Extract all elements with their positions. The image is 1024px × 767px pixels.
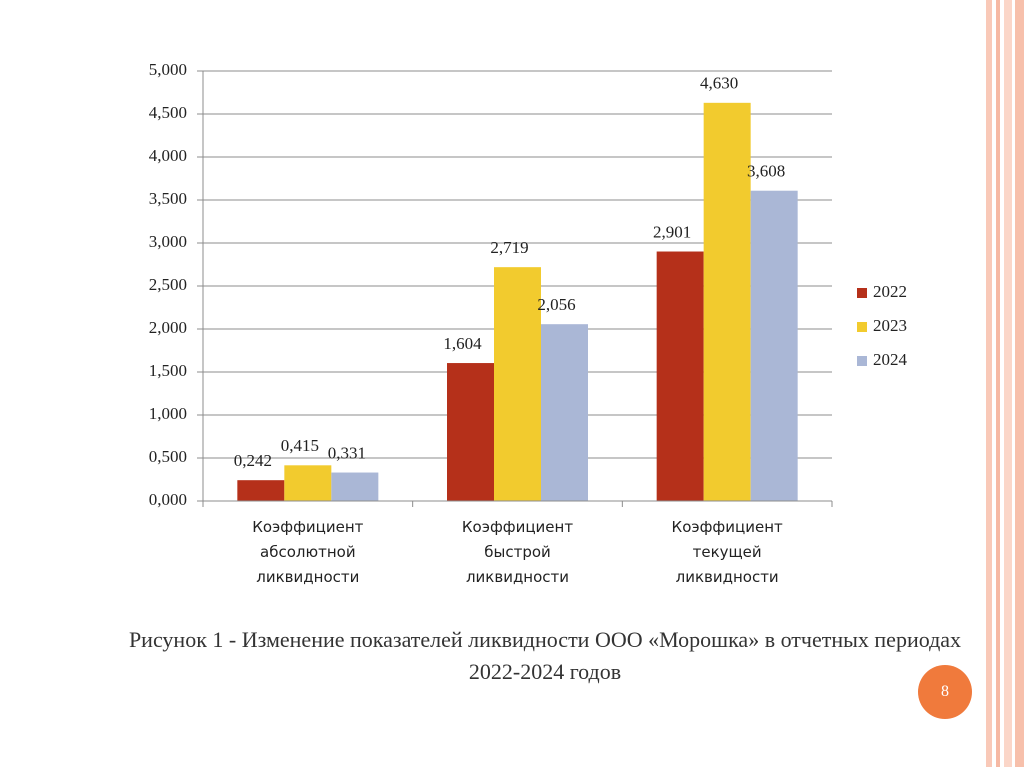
- bar: [237, 480, 285, 501]
- data-label: 0,331: [328, 443, 366, 462]
- bar: [447, 363, 494, 501]
- y-tick-label: 2,000: [149, 318, 187, 337]
- data-label: 4,630: [700, 74, 738, 93]
- x-tick-label: Коэффициент текущей ликвидности: [671, 518, 783, 586]
- data-label: 3,608: [747, 162, 785, 181]
- data-label: 0,242: [234, 451, 272, 470]
- y-tick-label: 5,000: [149, 60, 187, 79]
- y-tick-label: 0,000: [149, 490, 187, 509]
- stripe: [1015, 0, 1024, 767]
- legend-label: 2023: [873, 316, 907, 335]
- y-tick-label: 2,500: [149, 275, 187, 294]
- stripe: [986, 0, 992, 767]
- legend-swatch: [857, 322, 867, 332]
- bar: [541, 324, 588, 501]
- y-tick-label: 4,500: [149, 103, 187, 122]
- legend-label: 2022: [873, 282, 907, 301]
- bar: [703, 102, 751, 501]
- y-tick-label: 4,000: [149, 146, 187, 165]
- bar: [656, 251, 704, 501]
- stripe: [996, 0, 1000, 767]
- caption: Рисунок 1 - Изменение показателей ликвид…: [128, 627, 962, 684]
- legend-swatch: [857, 288, 867, 298]
- y-tick-label: 0,500: [149, 447, 187, 466]
- legend-swatch: [857, 356, 867, 366]
- data-label: 1,604: [443, 334, 482, 353]
- y-tick-label: 3,000: [149, 232, 187, 251]
- bar: [284, 465, 332, 501]
- page-number: 8: [918, 665, 972, 719]
- data-label: 0,415: [281, 436, 319, 455]
- stripe: [1004, 0, 1012, 767]
- y-tick-label: 1,000: [149, 404, 187, 423]
- bar: [750, 190, 798, 501]
- y-tick-label: 3,500: [149, 189, 187, 208]
- x-tick-label: Коэффициент быстрой ликвидности: [461, 518, 574, 586]
- bar: [331, 472, 379, 501]
- data-label: 2,719: [490, 238, 528, 257]
- bar: [494, 267, 541, 501]
- data-label: 2,901: [653, 222, 691, 241]
- x-tick-label: Коэффициент абсолютной ликвидности: [252, 518, 364, 586]
- data-label: 2,056: [537, 295, 575, 314]
- y-tick-label: 1,500: [149, 361, 187, 380]
- legend-label: 2024: [873, 350, 908, 369]
